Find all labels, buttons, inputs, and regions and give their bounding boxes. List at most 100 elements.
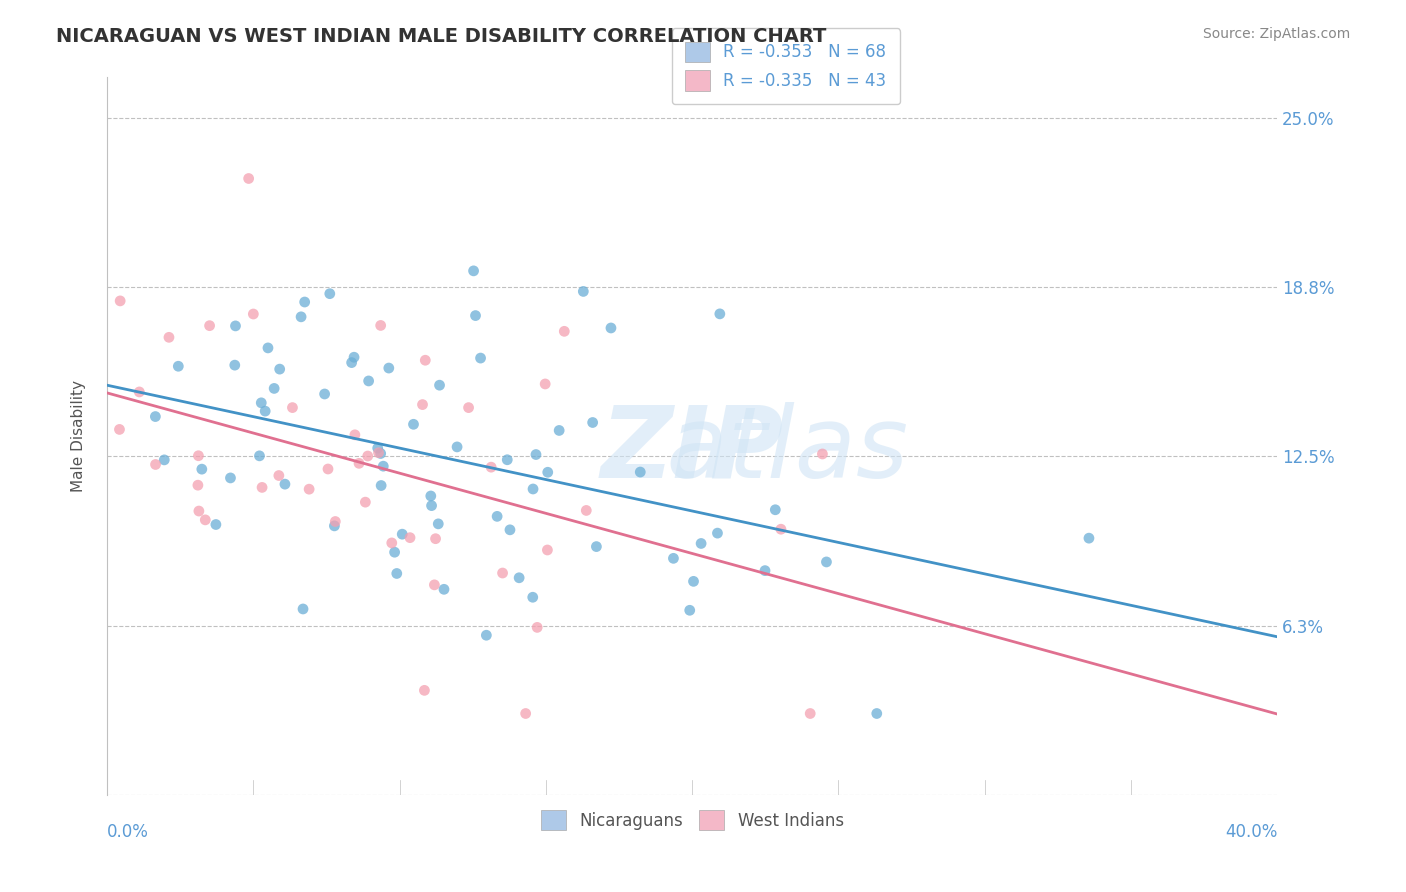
Point xyxy=(250,396,273,410)
Point xyxy=(187,504,209,518)
Point xyxy=(323,519,346,533)
Point xyxy=(385,566,408,581)
Point xyxy=(419,489,441,503)
Point xyxy=(145,409,167,424)
Point xyxy=(662,551,685,566)
Point xyxy=(585,540,607,554)
Point xyxy=(446,440,468,454)
Point xyxy=(153,453,176,467)
Point xyxy=(815,555,838,569)
Point xyxy=(763,502,786,516)
Point xyxy=(475,628,498,642)
Point xyxy=(242,307,264,321)
Point xyxy=(269,362,291,376)
Point xyxy=(522,591,544,605)
Text: 0.0%: 0.0% xyxy=(107,823,149,841)
Point xyxy=(522,482,544,496)
Point xyxy=(370,318,392,333)
Point xyxy=(370,446,392,460)
Point xyxy=(496,452,519,467)
Point xyxy=(274,477,297,491)
Point xyxy=(526,620,548,634)
Point xyxy=(420,499,443,513)
Point xyxy=(219,471,242,485)
Point xyxy=(464,309,486,323)
Point xyxy=(553,324,575,338)
Point xyxy=(811,447,834,461)
Point xyxy=(402,417,425,432)
Point xyxy=(224,318,246,333)
Point xyxy=(191,462,214,476)
Point xyxy=(378,361,401,376)
Point xyxy=(463,264,485,278)
Point xyxy=(370,478,392,492)
Point xyxy=(537,465,560,479)
Text: atlas: atlas xyxy=(477,402,908,499)
Point xyxy=(347,456,370,470)
Text: Source: ZipAtlas.com: Source: ZipAtlas.com xyxy=(1202,27,1350,41)
Point xyxy=(257,341,280,355)
Point xyxy=(508,571,530,585)
Point xyxy=(128,384,150,399)
Point xyxy=(524,448,547,462)
Point xyxy=(682,574,704,589)
Point xyxy=(486,509,509,524)
Point xyxy=(281,401,304,415)
Point xyxy=(263,381,285,395)
Point xyxy=(205,517,228,532)
Point xyxy=(457,401,479,415)
Point xyxy=(367,441,389,455)
Point xyxy=(194,513,217,527)
Point xyxy=(769,522,792,536)
Point xyxy=(1077,531,1099,545)
Point xyxy=(499,523,522,537)
Text: ZIP: ZIP xyxy=(600,402,783,499)
Point xyxy=(425,532,447,546)
Point xyxy=(391,527,413,541)
Point xyxy=(534,376,557,391)
Point xyxy=(343,350,366,364)
Point xyxy=(628,465,651,479)
Point xyxy=(145,458,167,472)
Point xyxy=(323,515,346,529)
Point xyxy=(572,285,595,299)
Point xyxy=(292,602,315,616)
Point xyxy=(582,416,605,430)
Point xyxy=(384,545,406,559)
Point xyxy=(238,171,260,186)
Point xyxy=(548,424,571,438)
Text: 40.0%: 40.0% xyxy=(1225,823,1277,841)
Point xyxy=(427,516,450,531)
Point xyxy=(314,387,336,401)
Point xyxy=(515,706,537,721)
Point xyxy=(866,706,889,721)
Point xyxy=(399,531,422,545)
Point xyxy=(709,307,731,321)
Point xyxy=(298,482,321,496)
Point xyxy=(381,536,404,550)
Point xyxy=(294,295,316,310)
Point xyxy=(357,374,380,388)
Point xyxy=(423,578,446,592)
Point xyxy=(343,427,366,442)
Point xyxy=(413,353,436,368)
Point xyxy=(536,543,558,558)
Point xyxy=(575,503,598,517)
Point xyxy=(254,404,277,418)
Point xyxy=(413,683,436,698)
Point xyxy=(250,480,273,494)
Point xyxy=(108,422,131,436)
Point xyxy=(198,318,221,333)
Point xyxy=(187,449,209,463)
Legend: Nicaraguans, West Indians: Nicaraguans, West Indians xyxy=(527,797,858,844)
Point xyxy=(799,706,821,721)
Point xyxy=(249,449,271,463)
Point xyxy=(290,310,312,324)
Point xyxy=(470,351,492,365)
Point xyxy=(706,526,728,541)
Point xyxy=(491,566,513,580)
Point xyxy=(479,460,502,475)
Point xyxy=(357,449,380,463)
Point xyxy=(754,564,776,578)
Point xyxy=(679,603,702,617)
